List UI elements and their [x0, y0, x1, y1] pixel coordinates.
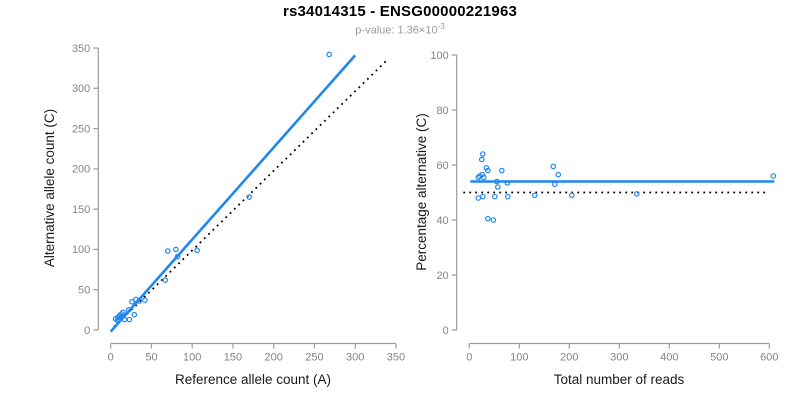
data-point — [491, 193, 498, 200]
data-point — [494, 184, 501, 190]
y-tick-label: 100 — [430, 50, 448, 62]
data-point — [531, 192, 538, 199]
y-tick-label: 200 — [72, 164, 90, 176]
data-point — [131, 311, 138, 318]
x-tick-label: 350 — [387, 352, 405, 364]
data-point — [174, 253, 181, 260]
y-tick-label: 250 — [72, 123, 90, 135]
data-point — [490, 217, 497, 223]
data-point — [479, 193, 486, 200]
data-point — [493, 178, 500, 185]
x-tick-label: 500 — [710, 352, 728, 364]
data-point — [246, 194, 253, 200]
data-point — [479, 151, 486, 157]
x-tick-label: 150 — [224, 352, 242, 364]
x-tick-label: 300 — [346, 352, 364, 364]
figure-subtitle: p-value: 1.36×10-3 — [0, 22, 800, 37]
x-tick-label: 600 — [760, 352, 778, 364]
data-point — [194, 247, 200, 254]
left-xaxis-label: Reference allele count (A) — [175, 372, 331, 387]
x-tick-label: 0 — [108, 352, 114, 364]
data-point — [479, 171, 486, 178]
y-tick-label: 50 — [78, 285, 90, 297]
data-point — [326, 51, 332, 58]
data-point — [480, 174, 487, 181]
data-point — [484, 167, 491, 174]
x-tick-label: 50 — [145, 352, 157, 364]
data-point — [136, 298, 143, 304]
left-yaxis-label: Alternative allele count (C) — [42, 109, 57, 267]
x-tick-label: 300 — [610, 352, 628, 364]
y-tick-label: 300 — [72, 83, 90, 95]
y-tick-label: 60 — [436, 160, 448, 172]
right-xaxis-label: Total number of reads — [554, 372, 685, 387]
x-tick-label: 200 — [265, 352, 283, 364]
identity-line — [113, 60, 387, 328]
pvalue-exponent: -3 — [437, 22, 445, 31]
data-point — [633, 191, 640, 197]
x-tick-label: 250 — [305, 352, 323, 364]
right-yaxis-label: Percentage alternative (C) — [414, 113, 429, 271]
data-point — [173, 246, 179, 253]
y-tick-label: 40 — [436, 215, 448, 227]
data-point — [770, 173, 777, 179]
data-point — [504, 180, 511, 186]
y-tick-label: 80 — [436, 105, 448, 117]
data-point — [484, 215, 491, 222]
y-tick-label: 100 — [72, 244, 90, 256]
data-point — [164, 248, 171, 254]
data-point — [483, 164, 490, 171]
y-tick-label: 150 — [72, 204, 90, 216]
y-tick-label: 0 — [443, 325, 449, 337]
data-point — [555, 171, 562, 178]
data-point — [142, 297, 148, 303]
data-point — [551, 181, 558, 188]
x-tick-label: 400 — [660, 352, 678, 364]
data-point — [126, 316, 133, 323]
x-tick-label: 100 — [183, 352, 201, 364]
data-point — [162, 277, 169, 283]
y-tick-label: 350 — [72, 43, 90, 55]
data-point — [550, 163, 557, 170]
data-point — [498, 167, 505, 174]
right-scatter-plot: 0 100 200 300 400 500 600 0 20 40 60 80 100 — [430, 50, 778, 364]
figure-title: rs34014315 - ENSG00000221963 — [282, 3, 518, 20]
regression-line — [109, 54, 357, 333]
pvalue-text: p-value: 1.36×10 — [355, 24, 438, 37]
x-tick-label: 100 — [510, 352, 528, 364]
data-point — [125, 307, 132, 313]
data-point — [120, 309, 126, 316]
data-point — [478, 156, 485, 163]
data-point — [129, 299, 135, 305]
data-point — [504, 193, 511, 200]
y-tick-label: 0 — [84, 325, 90, 337]
data-point — [568, 192, 575, 199]
data-point — [475, 195, 482, 201]
x-tick-label: 0 — [466, 352, 472, 364]
left-scatter-plot: 0 50 100 150 200 250 300 350 0 50 100 150 200 250 300 3… — [72, 43, 405, 364]
x-tick-label: 200 — [560, 352, 578, 364]
y-tick-label: 20 — [436, 270, 448, 282]
